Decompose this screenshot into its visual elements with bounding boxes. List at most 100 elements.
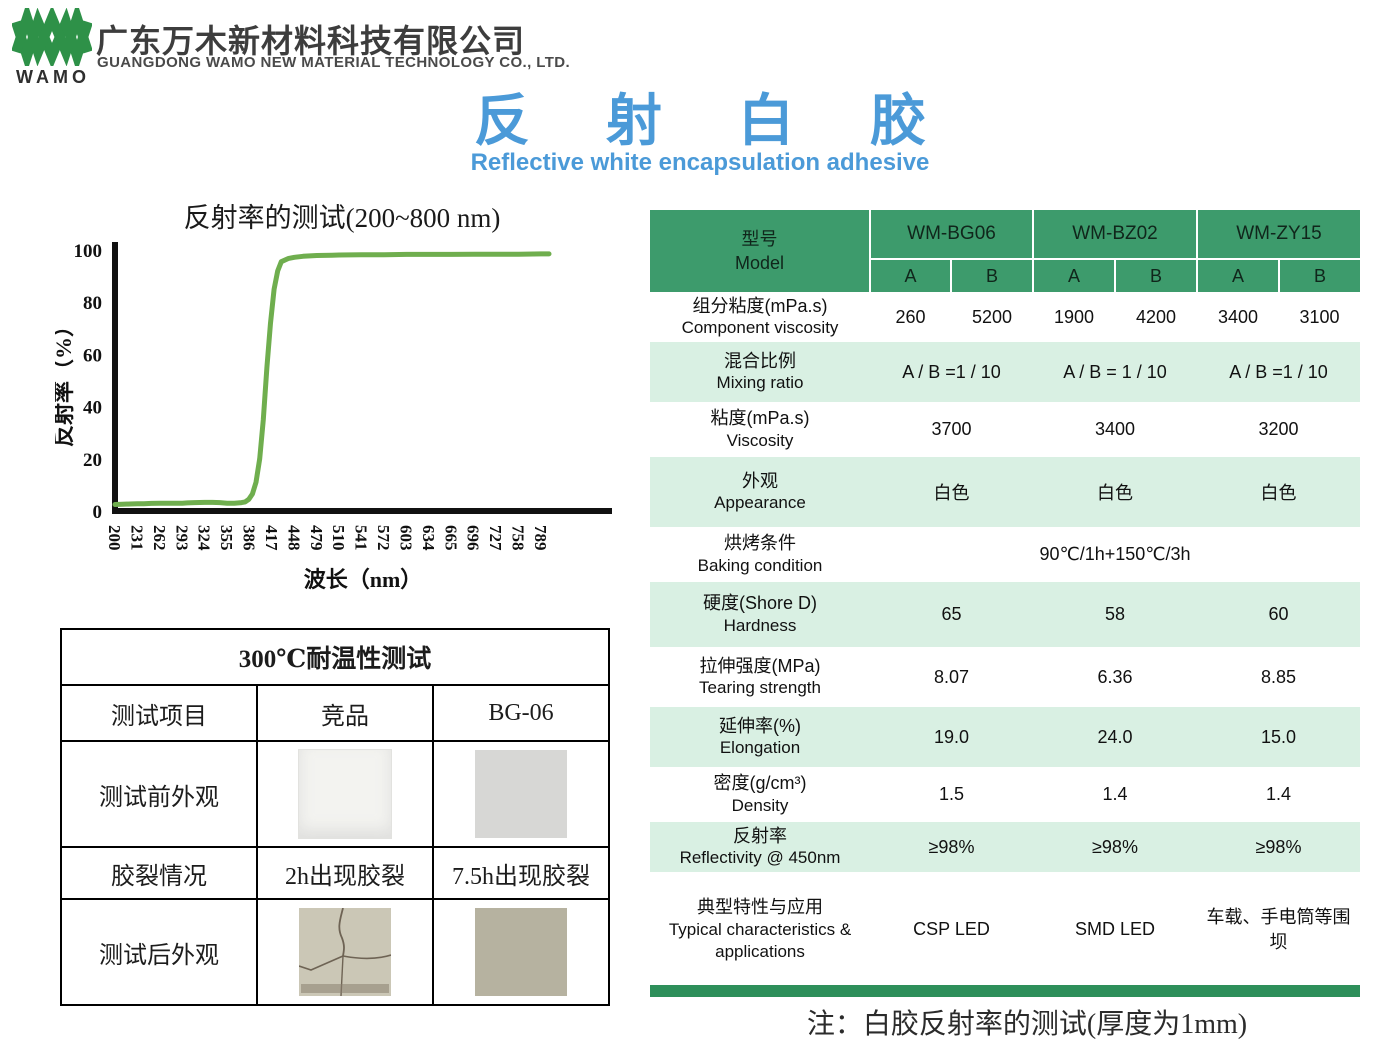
spec-row-applications: 典型特性与应用 Typical characteristics & applic… bbox=[650, 872, 1360, 987]
spec-row-baking-condition: 烘烤条件 Baking condition 90℃/1h+150℃/3h bbox=[650, 527, 1360, 582]
x-tick-label: 200 bbox=[105, 525, 124, 551]
spec-header-model-label: 型号 Model bbox=[650, 210, 870, 292]
y-tick-label: 60 bbox=[83, 345, 102, 366]
spec-row-elongation: 延伸率(%) Elongation 19.0 24.0 15.0 bbox=[650, 707, 1360, 767]
spec-value: 车载、手电筒等围坝 bbox=[1206, 907, 1351, 952]
page-subtitle: Reflective white encapsulation adhesive bbox=[470, 149, 930, 176]
x-tick-label: 448 bbox=[284, 525, 303, 551]
sub-col-b: B bbox=[1114, 258, 1197, 292]
model-wm-bg06: WM-BG06 bbox=[869, 210, 1033, 259]
spec-value: 65 bbox=[870, 582, 1033, 647]
spec-value: 3400 bbox=[1217, 306, 1259, 327]
logo-wordmark: WAMO bbox=[16, 67, 90, 87]
reflectivity-line bbox=[112, 251, 552, 507]
y-tick-label: 0 bbox=[93, 502, 103, 523]
spec-value: A / B = 1 / 10 bbox=[1033, 342, 1197, 402]
row-label: 混合比例 Mixing ratio bbox=[650, 342, 870, 402]
row-label: 密度(g/cm³) Density bbox=[713, 773, 807, 815]
company-logo: WAMO bbox=[12, 8, 94, 88]
spec-value: A / B =1 / 10 bbox=[870, 342, 1033, 402]
spec-value: ≥98% bbox=[1033, 822, 1197, 872]
spec-value: 1.5 bbox=[938, 784, 965, 804]
heat-col-test-item: 测试项目 bbox=[60, 684, 258, 742]
spec-value: 58 bbox=[1033, 582, 1197, 647]
spec-value: 3700 bbox=[931, 419, 972, 439]
wamo-logo-icon bbox=[12, 8, 92, 66]
spec-value: 6.36 bbox=[1097, 666, 1133, 687]
x-tick-label: 696 bbox=[464, 525, 483, 551]
y-tick-label: 100 bbox=[74, 241, 103, 262]
x-tick-label: 572 bbox=[374, 525, 393, 551]
y-tick-label: 40 bbox=[83, 398, 102, 419]
spec-value: 15.0 bbox=[1197, 707, 1360, 767]
spec-value: 24.0 bbox=[1033, 707, 1197, 767]
heat-table-header-row: 测试项目 竞品 BG-06 bbox=[60, 684, 611, 742]
spec-row-tearing-strength: 拉伸强度(MPa) Tearing strength 8.07 6.36 8.8… bbox=[650, 647, 1360, 707]
crack-lines-icon bbox=[299, 908, 391, 996]
y-tick-label: 80 bbox=[83, 293, 102, 314]
model-wm-bz02: WM-BZ02 bbox=[1032, 210, 1197, 259]
sub-col-a: A bbox=[1032, 258, 1115, 292]
chart-title: 反射率的测试(200~800 nm) bbox=[184, 203, 501, 233]
spec-value: 19.0 bbox=[870, 707, 1033, 767]
sample-image-bg06-before bbox=[475, 750, 568, 838]
heat-row-crack-label: 胶裂情况 bbox=[60, 846, 258, 900]
spec-value: 白色 bbox=[1197, 457, 1360, 527]
spec-value: 4200 bbox=[1135, 306, 1177, 327]
x-tick-label: 355 bbox=[217, 525, 236, 551]
reflectivity-chart: 反射率的测试(200~800 nm) 波长（nm） 反射率（%） 0 20 40 60… bbox=[51, 195, 615, 595]
x-tick-label: 386 bbox=[240, 525, 259, 551]
sub-col-a: A bbox=[869, 258, 951, 292]
spec-value: SMD LED bbox=[1074, 919, 1155, 940]
heat-row-before-label: 测试前外观 bbox=[60, 740, 258, 848]
sub-col-b: B bbox=[1278, 258, 1360, 292]
x-tick-label: 758 bbox=[509, 525, 528, 551]
heat-row-after: 测试后外观 bbox=[60, 898, 611, 1006]
spec-value: ≥98% bbox=[1197, 822, 1360, 872]
heat-after-competitor-cell bbox=[256, 898, 434, 1006]
x-tick-label: 727 bbox=[486, 525, 505, 551]
x-tick-label: 479 bbox=[307, 525, 326, 551]
spec-value: 白色 bbox=[870, 457, 1033, 527]
row-label: 烘烤条件 Baking condition bbox=[697, 533, 823, 575]
x-tick-label: 417 bbox=[262, 525, 281, 551]
heat-table-title: 300℃耐温性测试 bbox=[59, 628, 611, 686]
spec-value: 3400 bbox=[1094, 419, 1136, 439]
heat-row-crack: 胶裂情况 2h出现胶裂 7.5h出现胶裂 bbox=[60, 846, 611, 900]
spec-value: 8.85 bbox=[1260, 666, 1297, 687]
spec-value: 1.4 bbox=[1265, 784, 1292, 804]
model-label-zh: 型号 bbox=[741, 228, 778, 249]
row-label: 反射率 Reflectivity @ 450nm bbox=[650, 822, 870, 872]
heat-after-bg06-cell bbox=[431, 898, 611, 1006]
x-tick-label: 231 bbox=[127, 525, 146, 551]
spec-row-density: 密度(g/cm³) Density 1.5 1.4 1.4 bbox=[650, 767, 1360, 822]
model-label-en: Model bbox=[734, 253, 785, 273]
company-name-zh: 广东万木新材料科技有限公司 bbox=[96, 23, 526, 59]
spec-value: 90℃/1h+150℃/3h bbox=[1039, 544, 1191, 564]
x-tick-label: 665 bbox=[441, 525, 460, 551]
table-footer-bar bbox=[650, 985, 1360, 997]
spec-table: 型号 Model WM-BG06 WM-BZ02 WM-ZY15 A B A B… bbox=[650, 210, 1360, 987]
spec-value: 3200 bbox=[1258, 419, 1299, 439]
heat-col-bg06: BG-06 bbox=[431, 684, 611, 742]
x-tick-label: 324 bbox=[195, 525, 214, 551]
x-tick-label: 603 bbox=[396, 525, 415, 551]
spec-value: 8.07 bbox=[933, 666, 970, 687]
spec-value: A / B =1 / 10 bbox=[1197, 342, 1360, 402]
heat-before-competitor-cell bbox=[256, 740, 434, 848]
spec-value: 1.4 bbox=[1102, 784, 1128, 804]
chart-ylabel: 反射率（%） bbox=[55, 315, 76, 447]
heat-row-before: 测试前外观 bbox=[60, 740, 611, 848]
heat-resistance-table: 300℃耐温性测试 测试项目 竞品 BG-06 测试前外观 胶裂情况 2h出现胶… bbox=[59, 628, 611, 1006]
chart-xlabel: 波长（nm） bbox=[304, 567, 423, 592]
row-label: 拉伸强度(MPa) Tearing strength bbox=[699, 655, 821, 698]
x-tick-label: 634 bbox=[419, 525, 438, 551]
heat-row-after-label: 测试后外观 bbox=[60, 898, 258, 1006]
heat-crack-bg06-value: 7.5h出现胶裂 bbox=[431, 846, 611, 900]
page-title: 反射白胶 bbox=[474, 89, 1002, 152]
spec-value: 5200 bbox=[971, 306, 1013, 327]
sample-image-competitor-before bbox=[298, 749, 392, 839]
row-label: 外观 Appearance bbox=[650, 457, 870, 527]
sample-image-bg06-after bbox=[475, 908, 568, 996]
x-tick-label: 293 bbox=[172, 525, 191, 551]
